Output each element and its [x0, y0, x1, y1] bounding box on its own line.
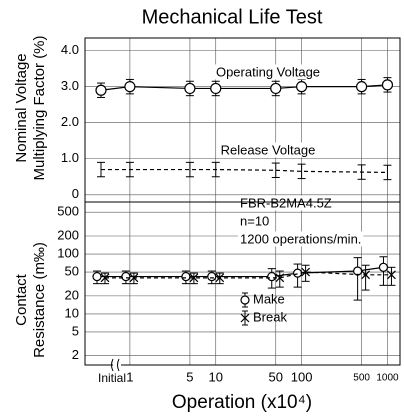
series-label: Operating Voltage	[216, 64, 320, 79]
marker	[240, 313, 250, 323]
annotation: n=10	[240, 213, 269, 228]
marker	[121, 271, 131, 282]
plots: 4.0 3.0 2.0 1.0 0 Nominal Voltage Multiplying …	[13, 35, 400, 413]
marker	[301, 267, 311, 277]
marker	[181, 271, 191, 282]
y-tick-label: 5	[72, 323, 79, 338]
marker	[129, 273, 139, 283]
label-background	[218, 142, 318, 158]
x-tick-label: 100	[291, 369, 313, 384]
marker	[189, 273, 199, 283]
error-bar	[211, 161, 220, 178]
marker	[356, 81, 368, 93]
marker	[184, 82, 196, 95]
x-axis-label: Operation (x10⁴)	[172, 392, 312, 413]
marker	[267, 271, 277, 282]
error-bar	[383, 164, 392, 181]
y-tick-label: 10	[65, 305, 79, 320]
x-tick-label: 50	[269, 369, 283, 384]
y-tick-label: 1.0	[61, 150, 79, 165]
error-bar	[353, 257, 362, 301]
y-axis-label: Resistance (m‰)	[31, 242, 48, 358]
y-tick-label: 50	[65, 263, 79, 278]
x-tick-label: 1	[126, 369, 133, 384]
marker	[210, 82, 222, 95]
y-axis-label: Contact	[13, 273, 30, 326]
error-bar	[97, 161, 105, 178]
series-label: Release Voltage	[221, 142, 316, 157]
marker	[361, 270, 371, 280]
series-line	[105, 271, 392, 279]
x-tick-label: 1000	[376, 373, 399, 384]
y-tick-label: 200	[57, 227, 79, 242]
axis-break	[111, 358, 121, 372]
marker	[215, 273, 225, 283]
label-background	[213, 64, 323, 80]
annotation: 1200 operations/min.	[240, 231, 361, 246]
error-bar	[125, 161, 134, 178]
x-tick-label: 5	[186, 369, 193, 384]
marker	[270, 82, 282, 95]
annotation: FBR-B2MA4.5Z	[240, 195, 332, 210]
marker	[295, 81, 308, 93]
error-bar	[275, 270, 284, 288]
legend-label: Make	[253, 291, 285, 306]
y-tick-label: 0	[72, 186, 79, 201]
y-tick-label: 3.0	[61, 78, 79, 93]
error-bar	[185, 161, 194, 178]
y-tick-label: 20	[65, 287, 79, 302]
series-line	[101, 168, 388, 174]
marker	[275, 273, 285, 283]
marker	[240, 295, 250, 305]
error-bar	[301, 264, 310, 282]
marker	[100, 273, 110, 283]
y-tick-label: 2.0	[61, 114, 79, 129]
y-axis-label: Nominal Voltage	[13, 53, 30, 162]
marker	[292, 268, 303, 278]
y-tick-label: 2	[72, 347, 79, 362]
marker	[92, 271, 102, 282]
annotation-background	[238, 195, 334, 211]
marker	[207, 271, 217, 282]
chart-title: Mechanical Life Test	[142, 6, 323, 28]
error-bar	[297, 163, 306, 180]
annotation-background	[238, 213, 272, 229]
marker	[95, 84, 107, 96]
y-tick-label: 500	[57, 204, 79, 219]
y-axis-label: Multiplying Factor (%)	[31, 35, 48, 180]
y-tick-label: 100	[57, 245, 79, 260]
marker	[381, 79, 394, 91]
error-bar	[271, 162, 280, 178]
y-tick-label: 4.0	[61, 42, 79, 57]
x-tick-label: 500	[353, 373, 370, 384]
legend-label: Break	[253, 309, 287, 324]
error-bar	[361, 264, 370, 291]
series-line	[100, 84, 388, 91]
x-tick-label: 10	[209, 369, 223, 384]
x-tick-label: Initial	[98, 371, 126, 385]
annotation-background	[238, 231, 364, 247]
marker	[124, 81, 136, 93]
marker	[387, 270, 396, 280]
error-bar	[357, 164, 366, 180]
marker	[378, 262, 389, 272]
error-bar	[387, 266, 396, 286]
